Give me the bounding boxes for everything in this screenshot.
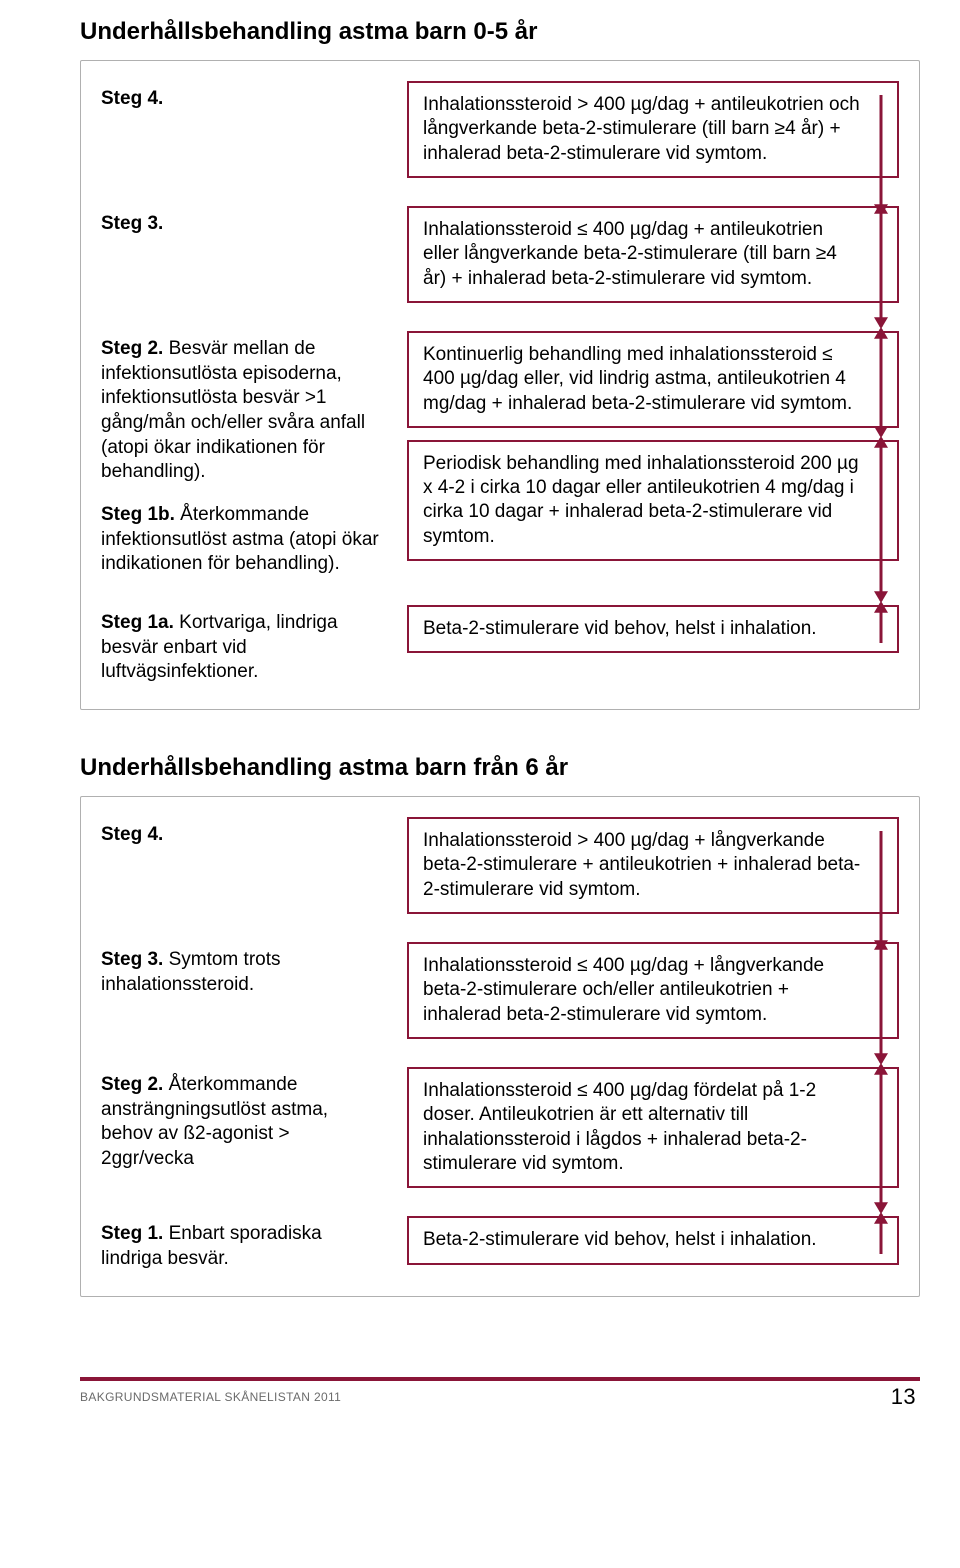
- ladder-row: Steg 2. Besvär mellan de infektionsutlös…: [101, 331, 899, 577]
- footer-source: BAKGRUNDSMATERIAL SKÅNELISTAN 2011: [80, 1390, 341, 1404]
- treatment-column: Inhalationssteroid ≤ 400 µg/dag fördelat…: [407, 1067, 899, 1188]
- treatment-box: Periodisk behandling med inhalationsster…: [407, 440, 899, 561]
- treatment-box: Inhalationssteroid ≤ 400 µg/dag fördelat…: [407, 1067, 899, 1188]
- step-label: Steg 1b. Återkommande infektionsutlöst a…: [101, 503, 381, 577]
- step-label: Steg 3. Symtom trots inhalationssteroid.: [101, 948, 381, 997]
- treatment-box: Inhalationssteroid > 400 µg/dag + långve…: [407, 817, 899, 914]
- treatment-column: Kontinuerlig behandling med inhalationss…: [407, 331, 899, 577]
- step-bold: Steg 1a.: [101, 612, 174, 633]
- treatment-column: Inhalationssteroid > 400 µg/dag + långve…: [407, 817, 899, 914]
- step-bold: Steg 1b.: [101, 504, 175, 525]
- step-label: Steg 1a. Kortvariga, lindriga besvär enb…: [101, 611, 381, 685]
- footer-rule: [80, 1377, 920, 1381]
- treatment-box: Kontinuerlig behandling med inhalationss…: [407, 331, 899, 428]
- treatment-column: Beta-2-stimulerare vid behov, helst i in…: [407, 1216, 899, 1271]
- step-label: Steg 4.: [101, 87, 381, 112]
- treatment-ladder-frame: Steg 4. Inhalationssteroid > 400 µg/dag +…: [80, 796, 920, 1297]
- page-number: 13: [891, 1384, 916, 1410]
- treatment-column: Beta-2-stimulerare vid behov, helst i in…: [407, 605, 899, 685]
- treatment-column: Inhalationssteroid ≤ 400 µg/dag + antile…: [407, 206, 899, 303]
- step-bold: Steg 3.: [101, 213, 163, 234]
- step-description: Steg 4.: [101, 81, 381, 178]
- ladder-row: Steg 3. Inhalationssteroid ≤ 400 µg/dag +…: [101, 206, 899, 303]
- step-description: Steg 1a. Kortvariga, lindriga besvär enb…: [101, 605, 381, 685]
- section-title: Underhållsbehandling astma barn från 6 å…: [80, 754, 920, 782]
- treatment-box: Inhalationssteroid > 400 µg/dag + antile…: [407, 81, 899, 178]
- step-bold: Steg 4.: [101, 824, 163, 845]
- step-bold: Steg 4.: [101, 88, 163, 109]
- step-bold: Steg 1.: [101, 1223, 163, 1244]
- ladder-row: Steg 1a. Kortvariga, lindriga besvär enb…: [101, 605, 899, 685]
- ladder-row: Steg 2. Återkommande ansträngningsutlöst…: [101, 1067, 899, 1188]
- ladder-row: Steg 3. Symtom trots inhalationssteroid.…: [101, 942, 899, 1039]
- step-description: Steg 4.: [101, 817, 381, 914]
- page-footer: BAKGRUNDSMATERIAL SKÅNELISTAN 2011 13: [80, 1377, 920, 1426]
- step-description: Steg 3. Symtom trots inhalationssteroid.: [101, 942, 381, 1039]
- step-label: Steg 2. Återkommande ansträngningsutlöst…: [101, 1073, 381, 1172]
- ladder-row: Steg 4. Inhalationssteroid > 400 µg/dag +…: [101, 817, 899, 914]
- step-bold: Steg 2.: [101, 338, 163, 359]
- step-description: Steg 2. Återkommande ansträngningsutlöst…: [101, 1067, 381, 1188]
- step-label: Steg 1. Enbart sporadiska lindriga besvä…: [101, 1222, 381, 1271]
- step-label: Steg 4.: [101, 823, 381, 848]
- step-label: Steg 2. Besvär mellan de infektionsutlös…: [101, 337, 381, 485]
- step-bold: Steg 2.: [101, 1074, 163, 1095]
- treatment-column: Inhalationssteroid > 400 µg/dag + antile…: [407, 81, 899, 178]
- step-description: Steg 1. Enbart sporadiska lindriga besvä…: [101, 1216, 381, 1271]
- step-label: Steg 3.: [101, 212, 381, 237]
- footer-row: BAKGRUNDSMATERIAL SKÅNELISTAN 2011 13: [80, 1384, 920, 1410]
- treatment-box: Inhalationssteroid ≤ 400 µg/dag + antile…: [407, 206, 899, 303]
- step-bold: Steg 3.: [101, 949, 163, 970]
- ladder-row: Steg 4. Inhalationssteroid > 400 µg/dag +…: [101, 81, 899, 178]
- treatment-ladder-frame: Steg 4. Inhalationssteroid > 400 µg/dag +…: [80, 60, 920, 710]
- treatment-column: Inhalationssteroid ≤ 400 µg/dag + långve…: [407, 942, 899, 1039]
- treatment-box: Inhalationssteroid ≤ 400 µg/dag + långve…: [407, 942, 899, 1039]
- ladder-row: Steg 1. Enbart sporadiska lindriga besvä…: [101, 1216, 899, 1271]
- treatment-box: Beta-2-stimulerare vid behov, helst i in…: [407, 1216, 899, 1264]
- section-title: Underhållsbehandling astma barn 0-5 år: [80, 18, 920, 46]
- treatment-box: Beta-2-stimulerare vid behov, helst i in…: [407, 605, 899, 653]
- step-description: Steg 3.: [101, 206, 381, 303]
- step-description: Steg 2. Besvär mellan de infektionsutlös…: [101, 331, 381, 577]
